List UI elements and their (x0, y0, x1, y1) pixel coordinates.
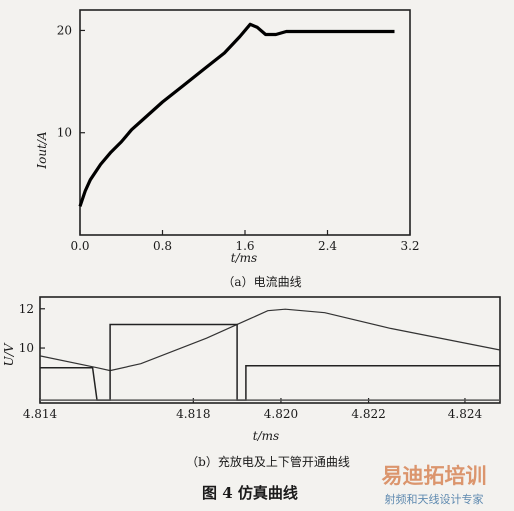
chart-b-ytick-label: 12 (19, 302, 34, 316)
chart-a-ytick-label: 20 (57, 23, 72, 37)
chart-b-charge-discharge-line (39, 308, 501, 372)
chart-b-ytick-label: 10 (19, 341, 34, 355)
chart-b-lines (39, 308, 501, 401)
chart-b-xtick-label: 4.814 (23, 407, 58, 421)
chart-b-plot-frame (39, 296, 501, 404)
watermark-tagline: 射频和天线设计专家 (385, 492, 484, 506)
chart-a-ylabel: Iout/A (35, 131, 49, 170)
chart-a-xtick-label: 2.4 (318, 239, 337, 253)
figure-caption: 图 4 仿真曲线 (202, 484, 298, 502)
chart-a: 0.0 0.8 1.6 2.4 3.2 10 20 t/ms Iout/A （a）电流曲线 (35, 9, 420, 289)
chart-b-xtick-label: 4.822 (351, 407, 385, 421)
chart-a-ytick-label: 10 (57, 126, 72, 140)
chart-a-subtitle: （a）电流曲线 (222, 275, 301, 289)
chart-b: 4.814 4.818 4.820 4.822 4.824 10 12 t/ms U/V （… (2, 296, 501, 469)
chart-b-xlabel: t/ms (253, 429, 279, 443)
watermark-logo-text: 易迪拓培训 (382, 464, 487, 488)
chart-b-ylabel: U/V (2, 342, 16, 366)
chart-a-xtick-label: 1.6 (235, 239, 254, 253)
chart-a-xtick-label: 3.2 (400, 239, 419, 253)
chart-a-current-line (78, 22, 395, 207)
chart-b-xtick-label: 4.824 (448, 407, 483, 421)
chart-a-xtick-label: 0.0 (70, 239, 89, 253)
chart-b-xtick-label: 4.818 (176, 407, 210, 421)
chart-b-subtitle: （b）充放电及上下管开通曲线 (186, 454, 350, 469)
chart-a-xtick-label: 0.8 (153, 239, 172, 253)
chart-b-switch-line (40, 323, 500, 401)
chart-a-xlabel: t/ms (231, 251, 257, 265)
chart-a-plot-frame (79, 9, 411, 236)
chart-a-ticks: 0.0 0.8 1.6 2.4 3.2 10 20 (57, 23, 420, 253)
chart-b-xtick-label: 4.820 (264, 407, 298, 421)
chart-b-ticks: 4.814 4.818 4.820 4.822 4.824 10 12 (19, 302, 483, 421)
